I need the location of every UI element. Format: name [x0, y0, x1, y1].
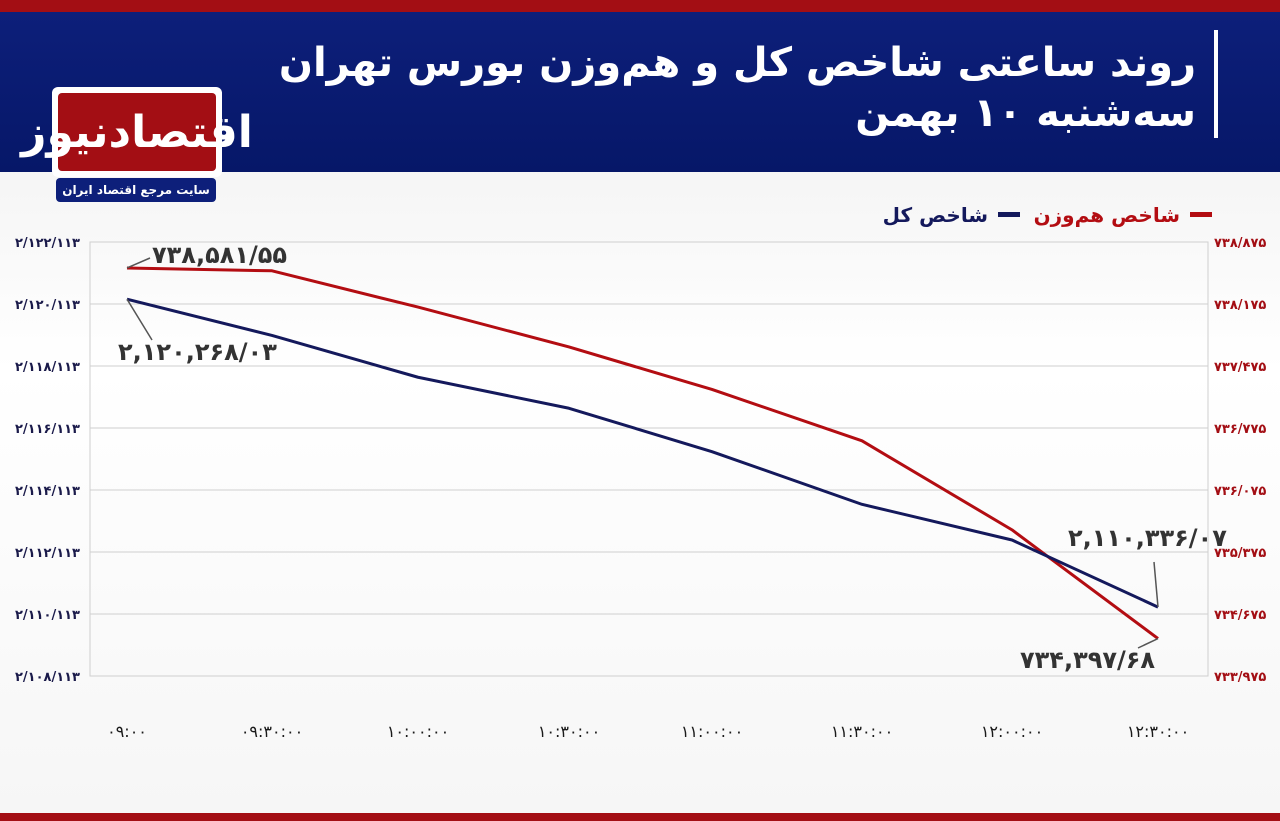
- legend-swatch-total: [998, 212, 1020, 217]
- series-line-equal-weight: [126, 266, 1159, 640]
- left-axis-ticks: ۲/۱۰۸/۱۱۳ ۲/۱۱۰/۱۱۳ ۲/۱۱۲/۱۱۳ ۲/۱۱۴/۱۱۳ ۲/۱۱…: [15, 236, 80, 685]
- left-tick-label: ۲/۱۱۸/۱۱۳: [15, 360, 80, 375]
- left-tick-label: ۲/۱۱۴/۱۱۳: [15, 484, 80, 499]
- left-tick-label: ۲/۱۱۶/۱۱۳: [15, 422, 80, 437]
- annotation-label: ۷۳۴,۳۹۷/۶۸: [1020, 646, 1155, 674]
- left-tick-label: ۲/۱۲۰/۱۱۳: [15, 298, 80, 313]
- right-tick-label: ۷۳۶/۰۷۵: [1214, 484, 1266, 499]
- x-tick-label: ۱۰:۰۰:۰۰: [387, 722, 449, 741]
- logo: اقتصادنیوز: [21, 87, 253, 177]
- legend-label-total: شاخص کل: [883, 203, 988, 227]
- x-tick-label: ۱۲:۳۰:۰۰: [1127, 722, 1189, 741]
- right-tick-label: ۷۳۵/۳۷۵: [1214, 546, 1266, 561]
- annotation-leader: [126, 257, 151, 269]
- x-tick-label: ۰۹:۰۰: [107, 722, 147, 741]
- annotation-label: ۷۳۸,۵۸۱/۵۵: [152, 241, 287, 269]
- annotation-leader: [1153, 561, 1159, 608]
- legend-label-equal-weight: شاخص هم‌وزن: [1034, 203, 1180, 227]
- left-tick-label: ۲/۱۱۰/۱۱۳: [15, 608, 80, 623]
- right-tick-label: ۷۳۸/۱۷۵: [1214, 298, 1266, 313]
- right-axis-ticks: ۷۳۳/۹۷۵ ۷۳۴/۶۷۵ ۷۳۵/۳۷۵ ۷۳۶/۰۷۵ ۷۳۶/۷۷۵ ۷۳۷/۴…: [1214, 236, 1266, 685]
- logo-tagline: سایت مرجع اقتصاد ایران: [56, 178, 216, 202]
- bottom-accent-strip: [0, 813, 1280, 821]
- x-axis-ticks: ۰۹:۰۰ ۰۹:۳۰:۰۰ ۱۰:۰۰:۰۰ ۱۰:۳۰:۰۰ ۱۱:۰۰:۰۰ ۱۱:…: [107, 722, 1189, 741]
- series-line-total: [126, 297, 1159, 609]
- left-tick-label: ۲/۱۲۲/۱۱۳: [15, 236, 80, 251]
- right-tick-label: ۷۳۷/۴۷۵: [1214, 360, 1266, 375]
- right-tick-label: ۷۳۶/۷۷۵: [1214, 422, 1266, 437]
- left-tick-label: ۲/۱۰۸/۱۱۳: [15, 670, 80, 685]
- header-divider: [1214, 30, 1218, 138]
- annotations: ۷۳۸,۵۸۱/۵۵ ۲,۱۲۰,۲۶۸/۰۳ ۲,۱۱۰,۳۳۶/۰۷ ۷۳۴,۳۹…: [118, 241, 1227, 674]
- left-tick-label: ۲/۱۱۲/۱۱۳: [15, 546, 80, 561]
- series-lines: [126, 266, 1159, 640]
- grid-lines: [89, 241, 1209, 677]
- chart-title: روند ساعتی شاخص کل و هم‌وزن بورس تهران: [278, 40, 1196, 86]
- right-tick-label: ۷۳۳/۹۷۵: [1214, 670, 1266, 685]
- logo-wordmark: اقتصادنیوز: [21, 93, 253, 171]
- annotation-leader: [126, 298, 153, 341]
- right-tick-label: ۷۳۸/۸۷۵: [1214, 236, 1266, 251]
- x-tick-label: ۰۹:۳۰:۰۰: [241, 722, 303, 741]
- right-tick-label: ۷۳۴/۶۷۵: [1214, 608, 1266, 623]
- annotation-label: ۲,۱۲۰,۲۶۸/۰۳: [118, 338, 277, 366]
- legend: شاخص هم‌وزن شاخص کل: [883, 203, 1212, 227]
- x-tick-label: ۱۰:۳۰:۰۰: [538, 722, 600, 741]
- x-tick-label: ۱۲:۰۰:۰۰: [981, 722, 1043, 741]
- chart-subtitle-date: سه‌شنبه ۱۰ بهمن: [855, 90, 1196, 136]
- x-tick-label: ۱۱:۰۰:۰۰: [681, 722, 743, 741]
- annotation-leader: [1137, 637, 1159, 649]
- plot-frame: [89, 241, 1209, 677]
- annotation-label: ۲,۱۱۰,۳۳۶/۰۷: [1068, 524, 1227, 552]
- top-accent-strip: [0, 0, 1280, 12]
- legend-swatch-equal-weight: [1190, 212, 1212, 217]
- x-tick-label: ۱۱:۳۰:۰۰: [831, 722, 893, 741]
